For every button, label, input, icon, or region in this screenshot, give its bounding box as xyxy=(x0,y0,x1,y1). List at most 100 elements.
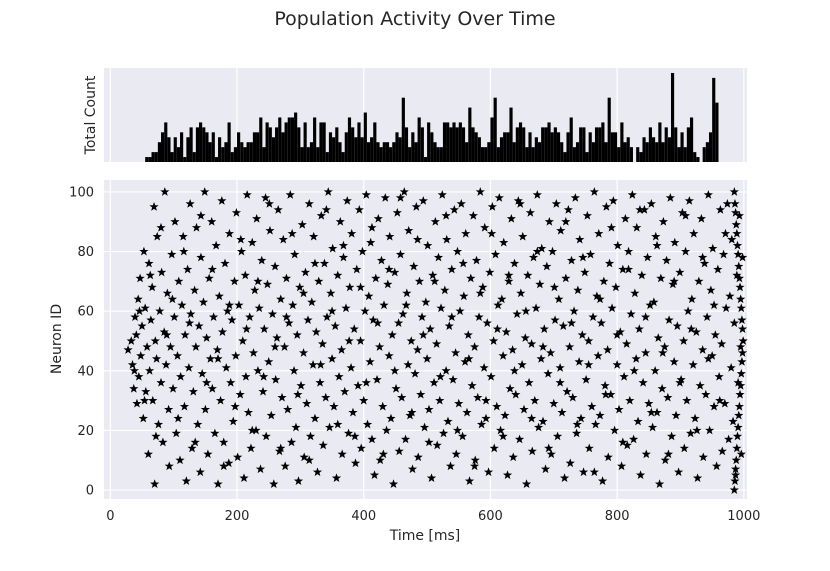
histogram-bar xyxy=(325,152,329,162)
histogram-bar xyxy=(490,117,494,162)
histogram-bar xyxy=(373,122,377,162)
histogram-bar xyxy=(145,157,149,162)
histogram-bar xyxy=(170,152,174,162)
histogram-bar xyxy=(667,137,671,162)
histogram-bar xyxy=(392,142,396,162)
histogram-bar xyxy=(338,142,342,162)
histogram-bar xyxy=(655,142,659,162)
histogram-bar xyxy=(484,147,488,162)
histogram-bar xyxy=(477,137,481,162)
histogram-bar xyxy=(389,147,393,162)
histogram-bar xyxy=(522,127,526,162)
histogram-bar xyxy=(151,152,155,162)
histogram-bar xyxy=(176,147,181,162)
histogram-bar xyxy=(715,102,719,162)
histogram-bar xyxy=(598,127,602,162)
histogram-bar xyxy=(427,122,431,162)
histogram-bar xyxy=(382,142,386,162)
raster-xlabel: Time [ms] xyxy=(389,528,461,544)
histogram-bar xyxy=(651,137,656,162)
histogram-bar xyxy=(642,137,646,162)
histogram-bar xyxy=(525,147,529,162)
histogram-bar xyxy=(696,157,700,162)
histogram-bar xyxy=(645,142,649,162)
histogram-bar xyxy=(227,122,231,162)
histogram-bar xyxy=(398,137,402,162)
histogram-bar xyxy=(499,137,504,162)
x-tick-label: 600 xyxy=(478,509,503,524)
histogram-bar xyxy=(379,147,383,162)
histogram-bar xyxy=(265,122,269,162)
histogram-bar xyxy=(452,122,456,162)
histogram-bar xyxy=(183,157,187,162)
histogram-bar xyxy=(465,142,469,162)
x-tick-label: 200 xyxy=(225,509,250,524)
histogram-bar xyxy=(585,152,589,162)
histogram-bar xyxy=(544,127,548,162)
histogram-bar xyxy=(189,127,193,162)
histogram-bar xyxy=(430,132,434,162)
histogram-bar xyxy=(199,122,203,162)
histogram-bar xyxy=(297,127,301,162)
histogram-bar xyxy=(613,132,618,162)
histogram-bar xyxy=(629,147,633,162)
histogram-bar xyxy=(677,147,681,162)
histogram-bar xyxy=(278,117,282,162)
histogram-bar xyxy=(487,142,491,162)
histogram-bar xyxy=(512,142,516,162)
histogram-bar xyxy=(547,122,551,162)
histogram-bar xyxy=(683,147,687,162)
histogram-bar xyxy=(553,127,557,162)
histogram-bar xyxy=(351,127,355,162)
y-tick-label: 100 xyxy=(69,185,94,200)
histogram-bar xyxy=(360,137,364,162)
histogram-bar xyxy=(509,107,513,162)
histogram-bar xyxy=(404,127,409,162)
histogram-bar xyxy=(493,97,497,162)
histogram-bars xyxy=(145,72,719,162)
histogram-bar xyxy=(670,72,675,162)
histogram-bar xyxy=(420,127,424,162)
histogram-bar xyxy=(335,127,339,162)
raster-y-ticks: 0 20 40 60 80 100 xyxy=(69,185,94,498)
histogram-bar xyxy=(661,142,665,162)
histogram-bar xyxy=(164,122,168,162)
histogram-bar xyxy=(363,112,367,162)
x-tick-label: 0 xyxy=(106,509,114,524)
histogram-bar xyxy=(186,137,190,162)
histogram-bar xyxy=(224,142,228,162)
histogram-bar xyxy=(214,157,219,162)
histogram-bar xyxy=(237,132,241,162)
histogram-bar xyxy=(680,132,684,162)
histogram-bar xyxy=(316,147,320,162)
histogram-bar xyxy=(610,132,614,162)
histogram-bar xyxy=(376,142,380,162)
histogram-bar xyxy=(658,122,662,162)
histogram-bar xyxy=(252,132,257,162)
histogram-bar xyxy=(648,127,652,162)
histogram-bar xyxy=(503,132,507,162)
histogram-bar xyxy=(328,132,333,162)
histogram-bar xyxy=(275,127,279,162)
histogram-bar xyxy=(202,127,206,162)
y-tick-label: 80 xyxy=(77,245,94,260)
histogram-bar xyxy=(686,127,690,162)
histogram-bar xyxy=(433,142,437,162)
histogram-bar xyxy=(411,132,415,162)
histogram-bar xyxy=(417,117,421,162)
histogram-bar xyxy=(294,112,298,162)
histogram-bar xyxy=(230,152,234,162)
histogram-bar xyxy=(370,137,374,162)
histogram-bar xyxy=(192,152,196,162)
histogram-bar xyxy=(639,152,643,162)
histogram-bar xyxy=(480,147,485,162)
histogram-bar xyxy=(591,142,595,162)
histogram-bar xyxy=(528,132,532,162)
histogram-bar xyxy=(566,132,570,162)
histogram-bar xyxy=(506,132,510,162)
histogram-bar xyxy=(712,77,716,162)
histogram-bar xyxy=(218,137,222,162)
histogram-bar xyxy=(537,142,542,162)
histogram-bar xyxy=(439,147,443,162)
